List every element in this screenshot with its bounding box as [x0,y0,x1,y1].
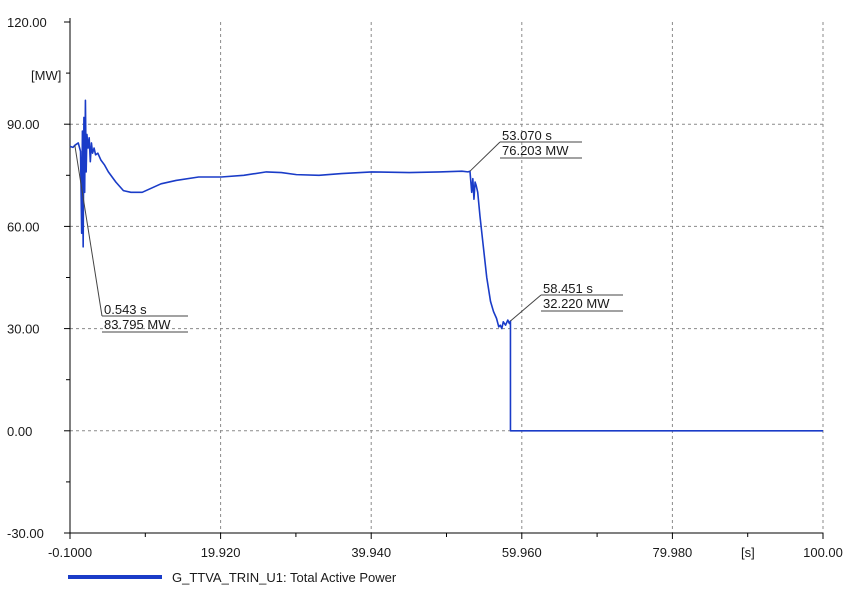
grid [70,22,823,533]
annotation-time: 0.543 s [104,302,147,317]
annotation-time: 58.451 s [543,281,593,296]
legend-label: G_TTVA_TRIN_U1: Total Active Power [172,570,397,585]
annotation: 0.543 s83.795 MW [74,145,188,333]
annotation-leader [510,294,542,322]
series-line [69,99,823,432]
annotations: 0.543 s83.795 MW 53.070 s76.203 MW 58.451 … [74,128,623,333]
y-tick-label: 0.00 [7,424,32,439]
x-tick-label: 79.980 [653,545,693,560]
annotation-value: 76.203 MW [502,143,569,158]
x-tick-label: 100.00 [803,545,843,560]
y-axis-label: [MW] [31,68,61,83]
y-tick-label: -30.00 [7,526,44,541]
annotation: 58.451 s32.220 MW [510,281,623,322]
tick-labels: -30.00 0.00 30.00 60.00 90.00 120.00 -0.1000 19… [7,15,843,560]
annotation-time: 53.070 s [502,128,552,143]
x-tick-label: -0.1000 [48,545,92,560]
legend: G_TTVA_TRIN_U1: Total Active Power [68,570,397,585]
annotation: 53.070 s76.203 MW [469,128,582,172]
x-tick-label: 19.920 [201,545,241,560]
annotation-leader [74,145,103,317]
y-tick-label: 30.00 [7,322,40,337]
x-tick-label: 59.960 [502,545,542,560]
annotation-value: 32.220 MW [543,296,610,311]
y-tick-label: 60.00 [7,219,40,234]
axes [64,18,824,539]
y-tick-label: 120.00 [7,15,47,30]
plot-area [69,99,823,432]
annotation-value: 83.795 MW [104,317,171,332]
x-tick-label: 39.940 [351,545,391,560]
annotation-leader [469,141,501,172]
x-axis-label: [s] [741,545,755,560]
y-tick-label: 90.00 [7,117,40,132]
